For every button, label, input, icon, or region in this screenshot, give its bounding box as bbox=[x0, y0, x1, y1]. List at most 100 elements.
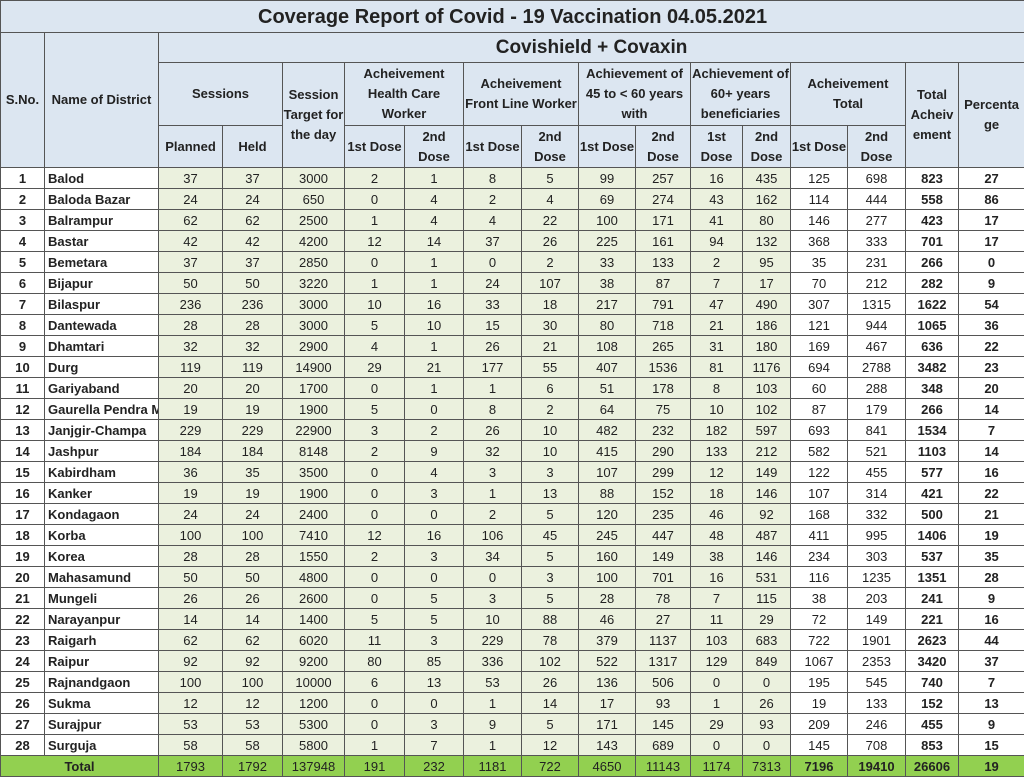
cell-value: 133 bbox=[848, 693, 906, 714]
cell-value: 20 bbox=[223, 378, 283, 399]
cell-sno: 27 bbox=[1, 714, 45, 735]
cell-value: 62 bbox=[159, 210, 223, 231]
cell-value: 53 bbox=[159, 714, 223, 735]
cell-value: 9 bbox=[959, 588, 1024, 609]
cell-value: 13 bbox=[959, 693, 1024, 714]
cell-value: 718 bbox=[636, 315, 691, 336]
cell-value: 26 bbox=[522, 672, 579, 693]
cell-value: 266 bbox=[906, 252, 959, 273]
cell-value: 314 bbox=[848, 483, 906, 504]
cell-value: 1536 bbox=[636, 357, 691, 378]
cell-value: 231 bbox=[848, 252, 906, 273]
cell-sno: 12 bbox=[1, 399, 45, 420]
cell-value: 33 bbox=[464, 294, 522, 315]
cell-value: 9200 bbox=[283, 651, 345, 672]
cell-value: 1 bbox=[464, 693, 522, 714]
cell-value: 2788 bbox=[848, 357, 906, 378]
cell-value: 444 bbox=[848, 189, 906, 210]
header-dose1: 1st Dose bbox=[464, 126, 522, 168]
cell-value: 11 bbox=[691, 609, 743, 630]
cell-value: 290 bbox=[636, 441, 691, 462]
cell-value: 11 bbox=[345, 630, 405, 651]
header-ach-total: Acheivement Total bbox=[791, 63, 906, 126]
cell-district: Kondagaon bbox=[45, 504, 159, 525]
cell-value: 179 bbox=[848, 399, 906, 420]
cell-value: 1176 bbox=[743, 357, 791, 378]
cell-sno: 5 bbox=[1, 252, 45, 273]
cell-value: 18 bbox=[522, 294, 579, 315]
cell-value: 17 bbox=[959, 231, 1024, 252]
cell-value: 225 bbox=[579, 231, 636, 252]
cell-value: 447 bbox=[636, 525, 691, 546]
cell-sno: 24 bbox=[1, 651, 45, 672]
header-dose1: 1st Dose bbox=[345, 126, 405, 168]
cell-value: 145 bbox=[791, 735, 848, 756]
cell-value: 4 bbox=[405, 462, 464, 483]
cell-value: 3000 bbox=[283, 168, 345, 189]
cell-sno: 15 bbox=[1, 462, 45, 483]
cell-value: 944 bbox=[848, 315, 906, 336]
cell-value: 88 bbox=[579, 483, 636, 504]
cell-value: 107 bbox=[579, 462, 636, 483]
cell-value: 16 bbox=[405, 294, 464, 315]
cell-value: 3 bbox=[405, 483, 464, 504]
cell-value: 853 bbox=[906, 735, 959, 756]
cell-value: 93 bbox=[636, 693, 691, 714]
cell-value: 506 bbox=[636, 672, 691, 693]
cell-value: 6 bbox=[345, 672, 405, 693]
cell-value: 636 bbox=[906, 336, 959, 357]
total-value: 7196 bbox=[791, 756, 848, 777]
cell-value: 232 bbox=[636, 420, 691, 441]
cell-value: 522 bbox=[579, 651, 636, 672]
cell-value: 5 bbox=[522, 168, 579, 189]
cell-value: 1 bbox=[405, 252, 464, 273]
cell-value: 266 bbox=[906, 399, 959, 420]
cell-sno: 13 bbox=[1, 420, 45, 441]
cell-value: 407 bbox=[579, 357, 636, 378]
total-value: 26606 bbox=[906, 756, 959, 777]
cell-value: 108 bbox=[579, 336, 636, 357]
cell-value: 1406 bbox=[906, 525, 959, 546]
cell-value: 37 bbox=[159, 168, 223, 189]
cell-value: 100 bbox=[223, 672, 283, 693]
cell-value: 37 bbox=[464, 231, 522, 252]
cell-value: 24 bbox=[159, 504, 223, 525]
cell-value: 1901 bbox=[848, 630, 906, 651]
cell-value: 1067 bbox=[791, 651, 848, 672]
cell-value: 93 bbox=[743, 714, 791, 735]
cell-value: 708 bbox=[848, 735, 906, 756]
cell-value: 487 bbox=[743, 525, 791, 546]
cell-value: 701 bbox=[906, 231, 959, 252]
cell-value: 650 bbox=[283, 189, 345, 210]
cell-value: 1550 bbox=[283, 546, 345, 567]
cell-value: 81 bbox=[691, 357, 743, 378]
cell-value: 212 bbox=[848, 273, 906, 294]
cell-value: 50 bbox=[223, 567, 283, 588]
cell-value: 435 bbox=[743, 168, 791, 189]
cell-value: 5800 bbox=[283, 735, 345, 756]
cell-value: 411 bbox=[791, 525, 848, 546]
cell-value: 43 bbox=[691, 189, 743, 210]
cell-value: 14 bbox=[959, 441, 1024, 462]
cell-value: 1351 bbox=[906, 567, 959, 588]
cell-value: 146 bbox=[743, 546, 791, 567]
header-percentage: Percenta ge bbox=[959, 63, 1024, 168]
cell-value: 38 bbox=[691, 546, 743, 567]
cell-value: 1 bbox=[405, 168, 464, 189]
cell-value: 2 bbox=[522, 252, 579, 273]
cell-value: 5 bbox=[522, 504, 579, 525]
cell-value: 78 bbox=[522, 630, 579, 651]
report-title: Coverage Report of Covid - 19 Vaccinatio… bbox=[1, 1, 1024, 33]
cell-value: 7410 bbox=[283, 525, 345, 546]
cell-value: 22 bbox=[522, 210, 579, 231]
cell-value: 3420 bbox=[906, 651, 959, 672]
cell-value: 15 bbox=[464, 315, 522, 336]
total-value: 19 bbox=[959, 756, 1024, 777]
